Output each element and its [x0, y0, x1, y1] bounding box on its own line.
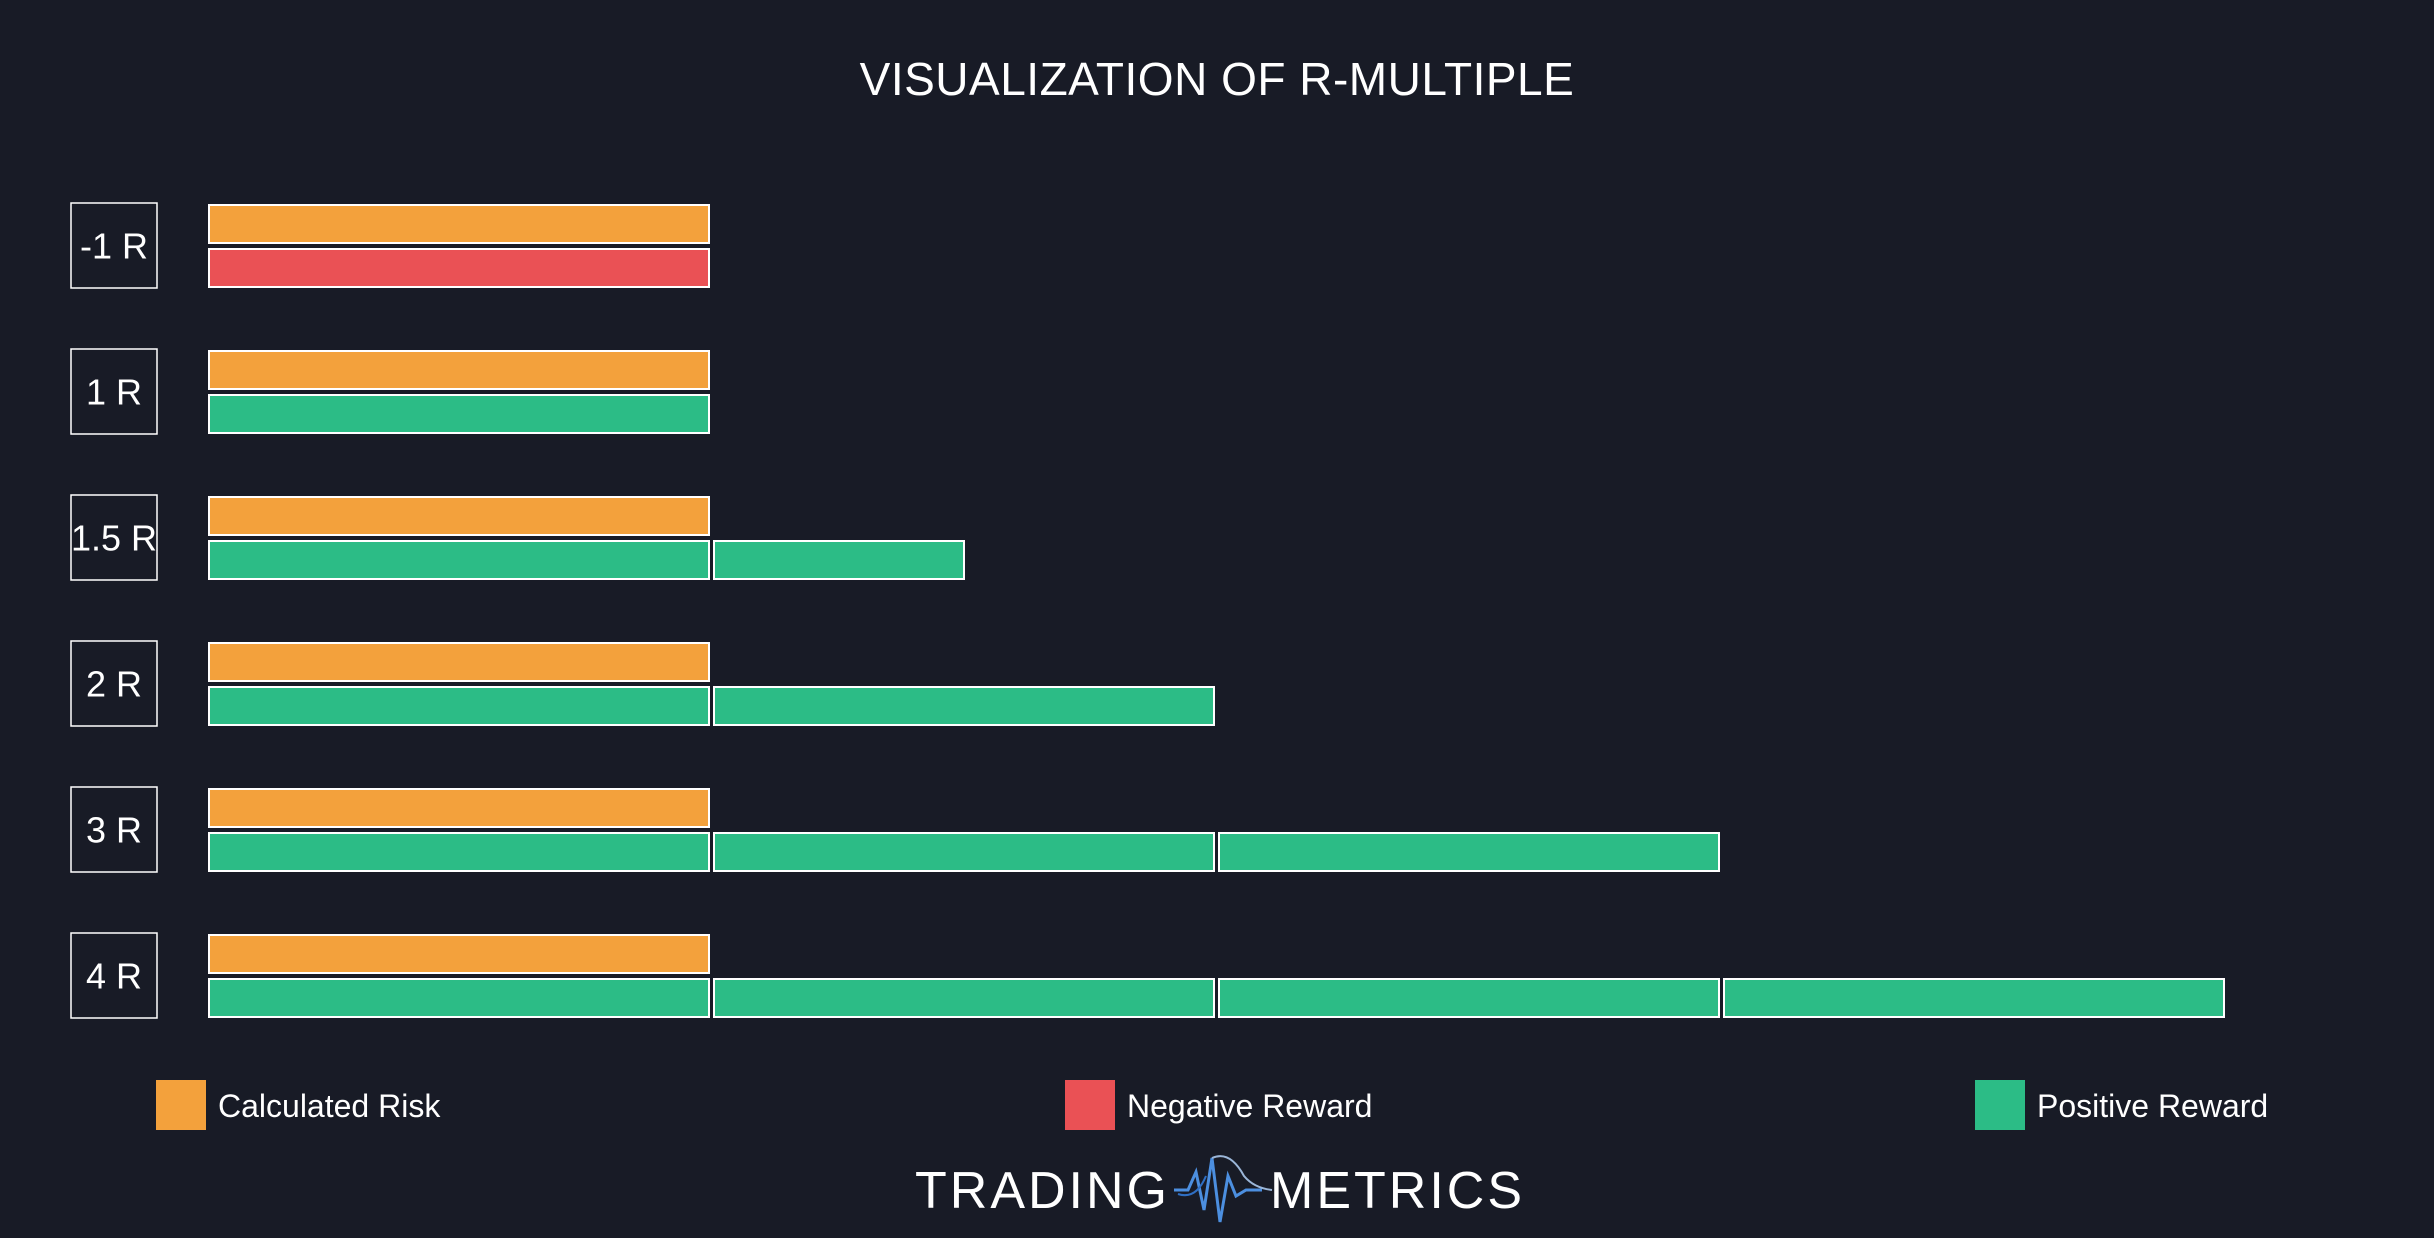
wave-logo-icon	[1174, 1155, 1273, 1223]
r-row: 1.5 R	[70, 494, 965, 581]
positive-reward-segment	[713, 978, 1215, 1018]
r-row: 3 R	[70, 786, 1720, 873]
row-label-box	[70, 202, 158, 289]
positive-reward-segment	[208, 978, 710, 1018]
r-row: -1 R	[70, 202, 710, 289]
positive-reward-segment	[208, 832, 710, 872]
risk-bar	[208, 788, 710, 828]
chart-legend: Calculated Risk Negative Reward Positive R…	[156, 1080, 2268, 1130]
row-label-box	[70, 640, 158, 727]
row-label: 4 R	[86, 956, 142, 997]
legend-item: Positive Reward	[1975, 1080, 2268, 1130]
row-label: 2 R	[86, 664, 142, 705]
row-label: 3 R	[86, 810, 142, 851]
positive-reward-segment	[1723, 978, 2225, 1018]
positive-reward-segment	[713, 832, 1215, 872]
chart-rows: -1 R 1 R 1.5 R 2 R 3 R 4 R	[70, 202, 2225, 1019]
positive-reward-segment	[1218, 832, 1720, 872]
brand-left-text: TRADING	[915, 1162, 1170, 1220]
legend-item: Calculated Risk	[156, 1080, 441, 1130]
positive-reward-segment	[713, 540, 965, 580]
risk-bar	[208, 350, 710, 390]
row-label-box	[70, 494, 158, 581]
positive-reward-segment	[208, 394, 710, 434]
row-label-box	[70, 786, 158, 873]
brand-logo: TRADING METRICS	[915, 1155, 1525, 1223]
positive-reward-segment	[1218, 978, 1720, 1018]
risk-bar	[208, 496, 710, 536]
row-label-box	[70, 932, 158, 1019]
legend-label: Negative Reward	[1127, 1088, 1372, 1124]
positive-reward-segment	[208, 686, 710, 726]
row-label: 1.5 R	[71, 518, 157, 559]
positive-reward-segment	[208, 540, 710, 580]
row-label: 1 R	[86, 372, 142, 413]
negative-reward-bar	[208, 248, 710, 288]
r-row: 4 R	[70, 932, 2225, 1019]
legend-label: Positive Reward	[2037, 1088, 2268, 1124]
brand-right-text: METRICS	[1270, 1162, 1525, 1220]
row-label: -1 R	[80, 226, 148, 267]
r-row: 1 R	[70, 348, 710, 435]
risk-bar	[208, 204, 710, 244]
risk-bar	[208, 934, 710, 974]
r-row: 2 R	[70, 640, 1215, 727]
positive-reward-segment	[713, 686, 1215, 726]
row-label-box	[70, 348, 158, 435]
legend-swatch	[1975, 1080, 2025, 1130]
legend-label: Calculated Risk	[218, 1088, 441, 1124]
legend-swatch	[1065, 1080, 1115, 1130]
legend-item: Negative Reward	[1065, 1080, 1372, 1130]
legend-swatch	[156, 1080, 206, 1130]
risk-bar	[208, 642, 710, 682]
chart-title: VISUALIZATION OF R-MULTIPLE	[860, 53, 1575, 105]
